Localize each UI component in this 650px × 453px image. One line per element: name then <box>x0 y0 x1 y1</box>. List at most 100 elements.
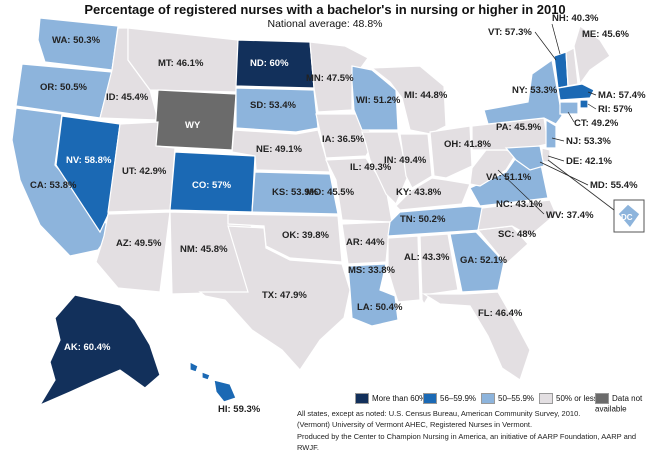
state-ga[interactable] <box>449 231 505 293</box>
label-ut: UT: 42.9% <box>122 166 167 177</box>
state-ne[interactable] <box>231 129 331 173</box>
state-nc[interactable] <box>477 199 557 237</box>
state-mn[interactable] <box>309 41 369 113</box>
state-oh[interactable] <box>429 125 473 179</box>
leader-nj <box>551 137 565 142</box>
state-ct[interactable] <box>559 101 579 115</box>
leader-ct <box>567 111 575 123</box>
label-ga: GA: 52.1% <box>460 255 508 266</box>
map-title: Percentage of registered nurses with a b… <box>84 2 566 17</box>
label-pa: PA: 45.9% <box>496 122 542 133</box>
legend-item-56-59: 56–59.9% <box>423 393 476 405</box>
label-sc: SC: 48% <box>498 229 537 240</box>
label-az: AZ: 49.5% <box>116 238 162 249</box>
label-ms: MS: 33.8% <box>348 265 396 276</box>
state-ny[interactable] <box>483 58 563 125</box>
state-ca[interactable] <box>11 107 113 257</box>
legend: More than 60% 56–59.9% 50–55.9% 50% or l… <box>355 393 650 414</box>
label-oh: OH: 41.8% <box>444 139 492 150</box>
state-az[interactable] <box>95 211 171 293</box>
leader-ma <box>587 91 597 96</box>
leader-nh <box>551 23 561 55</box>
label-nc: NC: 43.1% <box>496 199 543 210</box>
leader-md <box>539 161 589 186</box>
label-nm: NM: 45.8% <box>180 244 228 255</box>
state-wa[interactable] <box>37 17 119 71</box>
label-vt: VT: 57.3% <box>488 27 532 38</box>
state-ms[interactable] <box>387 235 421 303</box>
label-tn: TN: 50.2% <box>400 214 446 225</box>
label-ok: OK: 39.8% <box>282 230 330 241</box>
label-tx: TX: 47.9% <box>262 290 307 301</box>
state-la[interactable] <box>347 263 399 327</box>
leader-vt <box>534 31 557 61</box>
state-in[interactable] <box>399 133 433 189</box>
legend-item-more-than-60: More than 60% <box>355 393 426 405</box>
state-dc[interactable] <box>617 203 641 229</box>
source-note-1: All states, except as noted: U.S. Census… <box>297 409 581 418</box>
legend-item-50-or-less: 50% or less <box>539 393 598 405</box>
label-me: ME: 45.6% <box>582 29 630 40</box>
label-il: IL: 49.3% <box>350 162 392 173</box>
state-ri[interactable] <box>579 99 589 109</box>
label-co: CO: 57% <box>192 180 232 191</box>
state-ak[interactable] <box>38 294 161 407</box>
label-ne: NE: 49.1% <box>256 144 302 155</box>
state-ky[interactable] <box>395 177 471 211</box>
label-mo: MO: 45.5% <box>306 187 355 198</box>
label-ny: NY: 53.3% <box>512 85 558 96</box>
label-ky: KY: 43.8% <box>396 187 442 198</box>
label-de: DE: 42.1% <box>566 156 612 167</box>
label-md: MD: 55.4% <box>590 180 638 191</box>
label-nv: NV: 58.8% <box>66 155 112 166</box>
legend-swatch <box>423 393 437 404</box>
label-ct: CT: 49.2% <box>574 118 619 129</box>
legend-swatch <box>481 393 495 404</box>
label-la: LA: 50.4% <box>357 302 403 313</box>
state-nv[interactable] <box>55 115 121 234</box>
leader-wv <box>497 169 545 215</box>
label-wy: WY <box>185 120 201 131</box>
label-sd: SD: 53.4% <box>250 100 296 111</box>
state-wi[interactable] <box>351 65 399 131</box>
legend-item-not-available: Data not available <box>595 393 643 414</box>
state-fl[interactable] <box>421 291 531 381</box>
state-ks[interactable] <box>251 171 339 215</box>
state-ar[interactable] <box>341 221 391 265</box>
label-ar: AR: 44% <box>346 237 385 248</box>
leader-ri <box>587 103 597 110</box>
state-ma[interactable] <box>557 83 595 101</box>
state-md[interactable] <box>504 145 545 171</box>
state-nj[interactable] <box>545 118 557 149</box>
legend-swatch <box>539 393 553 404</box>
leader-de <box>547 155 565 162</box>
legend-item-50-55: 50–55.9% <box>481 393 534 405</box>
label-dc: DC <box>621 213 633 222</box>
label-wi: WI: 51.2% <box>356 95 401 106</box>
label-wa: WA: 50.3% <box>52 35 101 46</box>
label-va: VA: 51.1% <box>486 172 532 183</box>
source-note-2: (Vermont) University of Vermont AHEC, Re… <box>297 419 533 429</box>
legend-swatch <box>595 393 609 404</box>
label-id: ID: 45.4% <box>106 92 149 103</box>
dc-leader-line <box>547 159 615 211</box>
state-sd[interactable] <box>235 87 319 133</box>
state-mt[interactable] <box>127 27 239 93</box>
label-mt: MT: 46.1% <box>158 58 204 69</box>
source-note-3: Produced by the Center to Champion Nursi… <box>297 432 637 452</box>
state-nh[interactable] <box>565 47 579 87</box>
state-ut[interactable] <box>107 121 176 213</box>
label-nj: NJ: 53.3% <box>566 136 611 147</box>
state-ok[interactable] <box>227 213 343 263</box>
source-notes: All states, except as noted: U.S. Census… <box>297 409 650 453</box>
state-hi[interactable] <box>189 361 237 403</box>
label-ks: KS: 53.9% <box>272 187 318 198</box>
label-in: IN: 49.4% <box>384 155 427 166</box>
label-fl: FL: 46.4% <box>478 308 523 319</box>
label-ri: RI: 57% <box>598 104 633 115</box>
state-tx[interactable] <box>198 225 351 371</box>
label-al: AL: 43.3% <box>404 252 450 263</box>
state-il[interactable] <box>361 131 409 206</box>
label-nh: NH: 40.3% <box>552 13 599 24</box>
